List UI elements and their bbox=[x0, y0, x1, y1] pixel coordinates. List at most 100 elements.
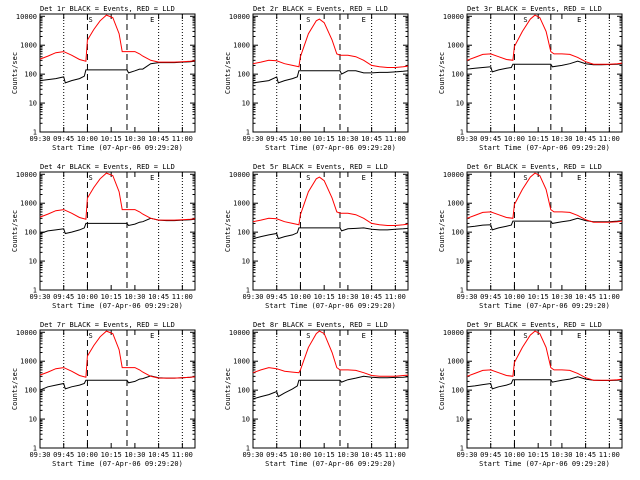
interval-marker: E bbox=[362, 16, 366, 24]
x-tick-label: 09:45 bbox=[53, 293, 74, 301]
interval-marker: E bbox=[577, 174, 581, 182]
x-tick-label: 11:00 bbox=[385, 135, 406, 143]
interval-marker: S bbox=[523, 332, 527, 340]
y-tick-label: 100 bbox=[237, 229, 250, 237]
x-axis-label: Start Time (07-Apr-06 09:29:20) bbox=[479, 302, 610, 310]
interval-marker: E bbox=[577, 332, 581, 340]
plot-title: Det 6r BLACK = Events, RED = LLD bbox=[467, 163, 602, 171]
y-tick-label: 100 bbox=[237, 71, 250, 79]
y-tick-label: 10000 bbox=[229, 13, 250, 21]
detector-plot-4: Det 4r BLACK = Events, RED = LLD 1 10 100 10… bbox=[11, 163, 196, 310]
detector-plot-3: Det 3r BLACK = Events, RED = LLD 1 10 100 10… bbox=[438, 5, 623, 152]
x-tick-label: 10:30 bbox=[337, 451, 358, 459]
x-tick-label: 10:45 bbox=[575, 293, 596, 301]
plot-frame bbox=[466, 329, 623, 449]
y-tick-label: 10 bbox=[456, 100, 464, 108]
x-tick-label: 10:30 bbox=[124, 293, 145, 301]
x-tick-label: 09:30 bbox=[242, 293, 263, 301]
plot-title: Det 4r BLACK = Events, RED = LLD bbox=[40, 163, 175, 171]
x-tick-label: 10:45 bbox=[575, 451, 596, 459]
x-tick-label: 11:00 bbox=[172, 451, 193, 459]
y-tick-label: 100 bbox=[24, 387, 37, 395]
plot-title: Det 3r BLACK = Events, RED = LLD bbox=[467, 5, 602, 13]
x-tick-label: 10:00 bbox=[290, 451, 311, 459]
plot-frame bbox=[252, 171, 409, 291]
x-tick-label: 09:45 bbox=[266, 451, 287, 459]
y-axis-label: Counts/sec bbox=[438, 210, 446, 252]
y-tick-label: 10 bbox=[29, 416, 37, 424]
y-axis-label: Counts/sec bbox=[224, 368, 232, 410]
y-tick-label: 1000 bbox=[447, 358, 464, 366]
lld-series-line bbox=[466, 14, 623, 65]
interval-marker: S bbox=[89, 332, 93, 340]
detector-plot-7: Det 7r BLACK = Events, RED = LLD 1 10 100 10… bbox=[11, 321, 196, 468]
detector-plot-9: Det 9r BLACK = Events, RED = LLD 1 10 100 10… bbox=[438, 321, 623, 468]
y-axis-label: Counts/sec bbox=[224, 52, 232, 94]
interval-marker: E bbox=[150, 332, 154, 340]
interval-marker: S bbox=[306, 332, 310, 340]
y-tick-label: 1000 bbox=[233, 42, 250, 50]
events-series-line bbox=[252, 375, 409, 400]
x-tick-label: 11:00 bbox=[172, 135, 193, 143]
y-tick-label: 10 bbox=[242, 100, 250, 108]
y-tick-label: 10000 bbox=[16, 13, 37, 21]
x-tick-label: 09:45 bbox=[480, 135, 501, 143]
lld-series-line bbox=[466, 172, 623, 223]
x-tick-label: 10:30 bbox=[124, 451, 145, 459]
x-axis-label: Start Time (07-Apr-06 09:29:20) bbox=[479, 144, 610, 152]
y-tick-label: 1000 bbox=[20, 358, 37, 366]
plot-title: Det 9r BLACK = Events, RED = LLD bbox=[467, 321, 602, 329]
x-tick-label: 09:45 bbox=[53, 451, 74, 459]
plot-frame bbox=[39, 329, 196, 449]
y-tick-label: 100 bbox=[451, 71, 464, 79]
plot-frame bbox=[39, 171, 196, 291]
interval-marker: E bbox=[362, 174, 366, 182]
y-tick-label: 1 bbox=[460, 287, 464, 295]
x-tick-label: 11:00 bbox=[385, 293, 406, 301]
detector-plot-2: Det 2r BLACK = Events, RED = LLD 1 10 100 10… bbox=[224, 5, 409, 152]
plot-title: Det 1r BLACK = Events, RED = LLD bbox=[40, 5, 175, 13]
y-tick-label: 100 bbox=[451, 229, 464, 237]
y-tick-label: 10 bbox=[29, 258, 37, 266]
x-tick-label: 09:45 bbox=[480, 451, 501, 459]
y-tick-label: 100 bbox=[24, 229, 37, 237]
plot-title: Det 7r BLACK = Events, RED = LLD bbox=[40, 321, 175, 329]
plot-title: Det 5r BLACK = Events, RED = LLD bbox=[253, 163, 388, 171]
y-axis-label: Counts/sec bbox=[438, 52, 446, 94]
events-series-line bbox=[39, 60, 196, 84]
x-tick-label: 09:45 bbox=[53, 135, 74, 143]
x-tick-label: 10:45 bbox=[361, 135, 382, 143]
x-tick-label: 11:00 bbox=[599, 135, 620, 143]
y-tick-label: 1 bbox=[33, 445, 37, 453]
x-tick-label: 09:30 bbox=[29, 451, 50, 459]
interval-marker: E bbox=[577, 16, 581, 24]
y-tick-label: 1000 bbox=[20, 42, 37, 50]
y-tick-label: 1000 bbox=[233, 358, 250, 366]
x-tick-label: 09:30 bbox=[242, 451, 263, 459]
detector-plot-1: Det 1r BLACK = Events, RED = LLD 1 10 100 10… bbox=[11, 5, 196, 152]
x-tick-label: 10:30 bbox=[551, 293, 572, 301]
x-axis-label: Start Time (07-Apr-06 09:29:20) bbox=[52, 144, 183, 152]
x-tick-label: 10:15 bbox=[314, 135, 335, 143]
lld-series-line bbox=[39, 172, 196, 221]
x-axis-label: Start Time (07-Apr-06 09:29:20) bbox=[52, 460, 183, 468]
x-tick-label: 10:15 bbox=[528, 293, 549, 301]
y-tick-label: 10 bbox=[242, 258, 250, 266]
x-tick-label: 09:30 bbox=[456, 451, 477, 459]
x-tick-label: 09:45 bbox=[266, 135, 287, 143]
y-axis-label: Counts/sec bbox=[224, 210, 232, 252]
x-axis-label: Start Time (07-Apr-06 09:29:20) bbox=[265, 302, 396, 310]
lld-series-line bbox=[252, 176, 409, 226]
plot-frame bbox=[252, 329, 409, 449]
x-tick-label: 10:00 bbox=[290, 293, 311, 301]
y-tick-label: 10000 bbox=[229, 329, 250, 337]
y-tick-label: 100 bbox=[237, 387, 250, 395]
x-tick-label: 10:30 bbox=[124, 135, 145, 143]
interval-marker: E bbox=[150, 174, 154, 182]
detector-plot-5: Det 5r BLACK = Events, RED = LLD 1 10 100 10… bbox=[224, 163, 409, 310]
y-tick-label: 1000 bbox=[447, 200, 464, 208]
y-tick-label: 10000 bbox=[16, 171, 37, 179]
detector-plot-6: Det 6r BLACK = Events, RED = LLD 1 10 100 10… bbox=[438, 163, 623, 310]
y-axis-label: Counts/sec bbox=[11, 210, 19, 252]
x-tick-label: 09:45 bbox=[266, 293, 287, 301]
